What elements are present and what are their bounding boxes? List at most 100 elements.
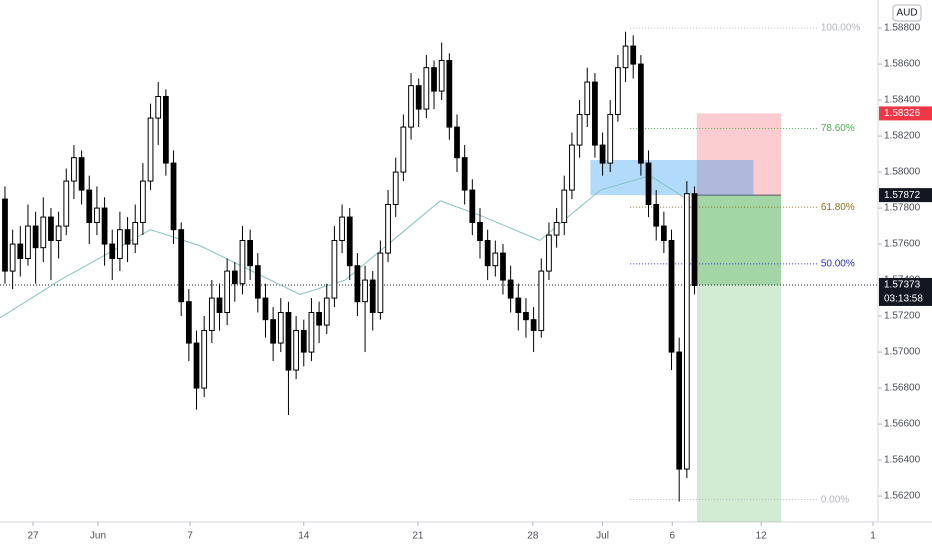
candle-body [400,126,407,173]
candle-body [592,81,598,146]
x-tick-label: Jul [596,531,609,542]
candle-body [124,229,131,245]
y-tick-label: 1.56200 [884,491,921,502]
candle-body [216,297,223,313]
price-label: 1.57373 [884,280,921,291]
candle-body [63,180,70,227]
candle-body [262,297,269,321]
candle-body [461,157,468,191]
candle-body [507,279,514,299]
candle-body [492,252,499,267]
candle-body [638,63,644,164]
countdown: 03:13:58 [884,294,923,305]
candle-body [423,67,430,110]
candle-body [438,59,445,92]
candle-body [530,319,537,331]
candle-body [469,189,476,223]
candle-body [584,81,591,115]
currency: AUD [896,8,917,19]
candle-body [208,297,215,331]
fib-label: 78.60% [821,123,855,134]
candle-body [576,113,583,146]
candle-body [48,216,54,241]
candle-body [239,239,246,285]
x-tick-label: 14 [298,531,310,542]
x-tick-label: 7 [187,531,193,542]
price-label-box [879,188,932,203]
candle-body [78,157,85,191]
candle-body [101,207,108,245]
fib-label: 100.00% [821,23,861,34]
candle-body [293,329,299,371]
x-tick-label: 6 [670,531,676,542]
candle-body [354,265,361,303]
candle-body [408,85,414,128]
candle-body [415,85,422,110]
x-tick-label: 12 [756,531,768,542]
candle-body [185,301,192,344]
candle-body [201,329,208,389]
candle-body [170,162,177,231]
candle-body [622,45,629,69]
candle-body [17,243,24,259]
y-tick-label: 1.58800 [884,23,921,34]
target-zone [696,195,782,522]
candle-body [362,279,368,303]
candle-body [660,225,667,241]
candle-body [162,95,169,164]
candle-body [377,252,384,313]
y-tick-label: 1.58000 [884,167,921,178]
candle-body [346,216,353,267]
stop-zone [696,113,782,196]
candle-body [515,297,522,313]
candle-body [331,239,338,299]
candle-body [385,203,391,254]
y-tick-label: 1.57000 [884,347,921,358]
candle-body [392,171,399,205]
candle-body [538,270,545,331]
x-tick-label: 1 [870,531,876,542]
candle-body [109,243,116,259]
candle-body [484,239,491,267]
candle-body [231,270,238,285]
candle-body [254,265,261,299]
candle-body [224,270,231,313]
candle-body [369,279,376,313]
candle-body [193,342,200,389]
candle-body [553,221,560,236]
x-tick-label: Jun [90,531,106,542]
candle-body [155,95,162,119]
price-label-box [879,106,932,121]
candle-body [676,351,683,470]
currency-box[interactable] [892,4,922,22]
candle-body [339,216,345,241]
candle-body [55,225,62,241]
candle-body [630,45,637,65]
candle-body [645,162,652,205]
candle-body [477,221,483,241]
candle-body [270,319,277,344]
candle-body [308,311,315,353]
y-tick-label: 1.56600 [884,419,921,430]
candle-body [9,243,16,272]
candle-body [546,234,552,272]
candle-body [300,329,307,353]
fib-label: 0.00% [821,494,849,505]
candle-body [431,67,437,92]
y-tick-label: 1.57600 [884,239,921,250]
candle-body [94,207,100,223]
candle-body [71,157,77,182]
y-tick-label: 1.56400 [884,455,921,466]
candle-body [86,189,93,223]
y-tick-label: 1.58200 [884,131,921,142]
x-tick-label: 27 [27,531,39,542]
y-tick-label: 1.57200 [884,311,921,322]
candle-body [117,229,123,259]
candle-body [446,59,453,128]
candle-body [668,239,675,353]
candle-body [25,225,31,259]
price-label: 1.58326 [884,108,921,119]
candle-body [277,311,284,344]
